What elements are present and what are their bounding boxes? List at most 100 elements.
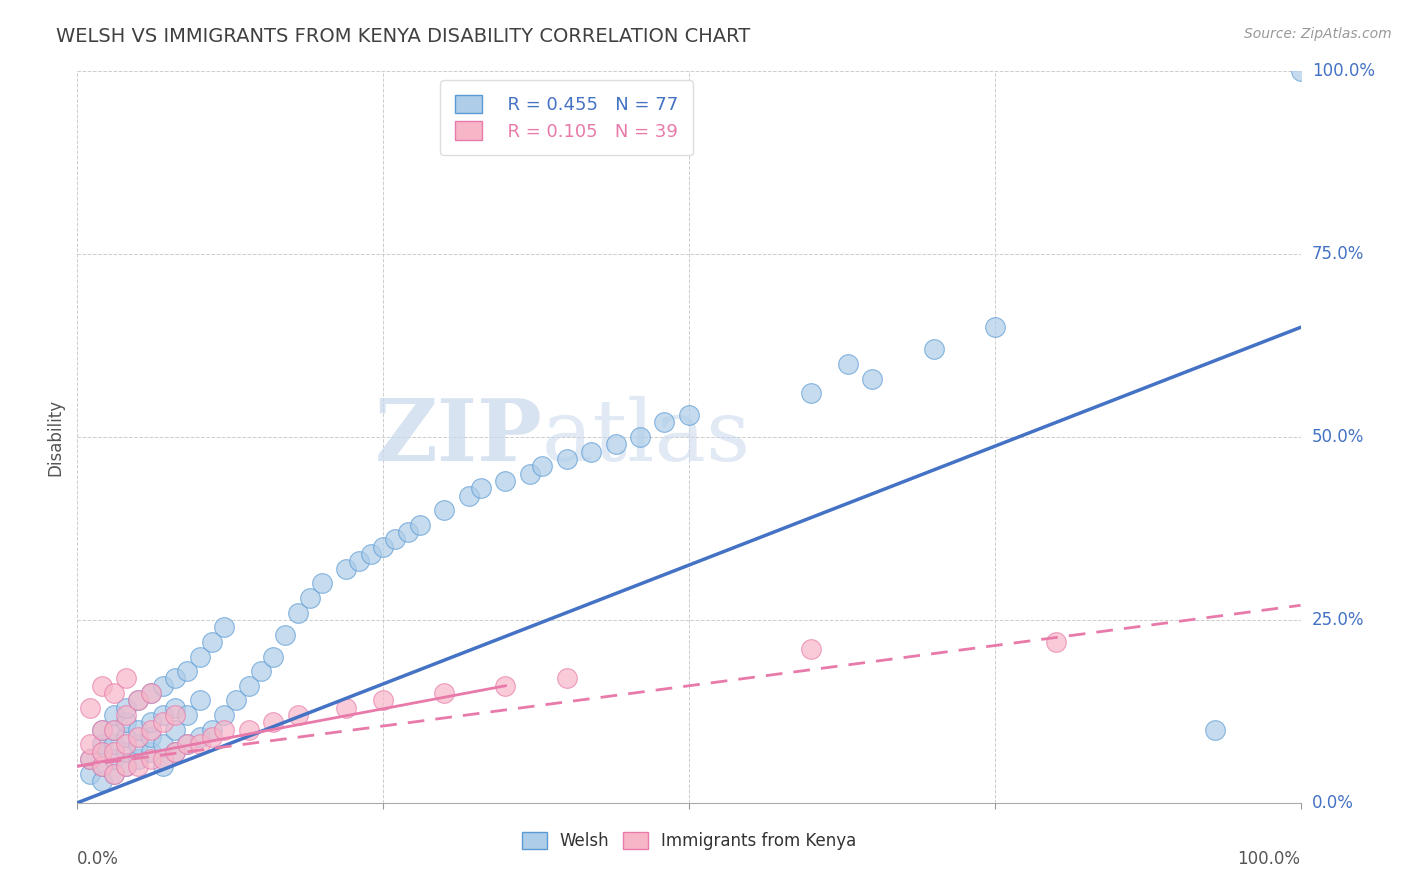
Point bbox=[298, 591, 321, 605]
Point bbox=[212, 620, 235, 634]
Point bbox=[176, 737, 198, 751]
Point bbox=[1204, 723, 1226, 737]
Point bbox=[115, 672, 138, 686]
Text: 75.0%: 75.0% bbox=[1312, 245, 1364, 263]
Point bbox=[139, 686, 162, 700]
Point bbox=[127, 752, 149, 766]
Point bbox=[225, 693, 247, 707]
Point bbox=[152, 708, 174, 723]
Point bbox=[433, 503, 456, 517]
Point bbox=[127, 730, 149, 744]
Point bbox=[115, 737, 138, 751]
Point bbox=[90, 759, 112, 773]
Point bbox=[115, 730, 138, 744]
Point bbox=[127, 759, 149, 773]
Point bbox=[152, 737, 174, 751]
Legend: Welsh, Immigrants from Kenya: Welsh, Immigrants from Kenya bbox=[515, 825, 863, 856]
Point bbox=[188, 737, 211, 751]
Point bbox=[605, 437, 627, 451]
Text: 0.0%: 0.0% bbox=[1312, 794, 1354, 812]
Point bbox=[139, 752, 162, 766]
Point bbox=[90, 745, 112, 759]
Point bbox=[90, 723, 112, 737]
Point bbox=[103, 737, 125, 751]
Point bbox=[371, 540, 394, 554]
Point bbox=[335, 700, 357, 714]
Point bbox=[139, 745, 162, 759]
Point bbox=[922, 343, 945, 357]
Point bbox=[188, 730, 211, 744]
Point bbox=[152, 679, 174, 693]
Point bbox=[115, 759, 138, 773]
Text: atlas: atlas bbox=[543, 395, 751, 479]
Point bbox=[396, 525, 419, 540]
Point bbox=[457, 489, 479, 503]
Point bbox=[433, 686, 456, 700]
Point bbox=[262, 715, 284, 730]
Y-axis label: Disability: Disability bbox=[46, 399, 65, 475]
Point bbox=[79, 752, 101, 766]
Point bbox=[371, 693, 394, 707]
Point bbox=[103, 686, 125, 700]
Point bbox=[139, 730, 162, 744]
Point bbox=[90, 723, 112, 737]
Point bbox=[628, 430, 651, 444]
Point bbox=[139, 715, 162, 730]
Point bbox=[984, 320, 1007, 334]
Point bbox=[1289, 64, 1312, 78]
Point bbox=[409, 517, 432, 532]
Point bbox=[311, 576, 333, 591]
Point bbox=[79, 752, 101, 766]
Point bbox=[103, 723, 125, 737]
Point bbox=[262, 649, 284, 664]
Point bbox=[165, 672, 187, 686]
Point bbox=[201, 730, 224, 744]
Point bbox=[165, 745, 187, 759]
Point bbox=[103, 752, 125, 766]
Point bbox=[555, 452, 578, 467]
Point bbox=[287, 708, 309, 723]
Point bbox=[79, 766, 101, 780]
Point bbox=[201, 635, 224, 649]
Point bbox=[800, 386, 823, 401]
Point bbox=[1045, 635, 1067, 649]
Point bbox=[360, 547, 382, 561]
Text: ZIP: ZIP bbox=[374, 395, 543, 479]
Point bbox=[103, 745, 125, 759]
Point bbox=[495, 679, 517, 693]
Text: Source: ZipAtlas.com: Source: ZipAtlas.com bbox=[1244, 27, 1392, 41]
Text: 100.0%: 100.0% bbox=[1237, 850, 1301, 868]
Point bbox=[165, 745, 187, 759]
Point bbox=[250, 664, 273, 678]
Point bbox=[152, 715, 174, 730]
Point bbox=[201, 723, 224, 737]
Text: 25.0%: 25.0% bbox=[1312, 611, 1364, 629]
Point bbox=[384, 533, 406, 547]
Point bbox=[152, 752, 174, 766]
Point bbox=[238, 679, 260, 693]
Point bbox=[165, 723, 187, 737]
Point bbox=[165, 708, 187, 723]
Point bbox=[837, 357, 859, 371]
Point bbox=[90, 745, 112, 759]
Point bbox=[335, 562, 357, 576]
Point bbox=[115, 708, 138, 723]
Point bbox=[519, 467, 541, 481]
Point bbox=[470, 481, 492, 495]
Point bbox=[862, 371, 884, 385]
Point bbox=[127, 693, 149, 707]
Point bbox=[176, 708, 198, 723]
Point bbox=[103, 723, 125, 737]
Point bbox=[176, 737, 198, 751]
Point bbox=[176, 664, 198, 678]
Point bbox=[127, 737, 149, 751]
Text: 50.0%: 50.0% bbox=[1312, 428, 1364, 446]
Point bbox=[579, 444, 602, 458]
Point bbox=[90, 679, 112, 693]
Point bbox=[90, 759, 112, 773]
Point bbox=[678, 408, 700, 422]
Point bbox=[115, 759, 138, 773]
Point bbox=[152, 759, 174, 773]
Point bbox=[79, 700, 101, 714]
Point bbox=[274, 627, 297, 641]
